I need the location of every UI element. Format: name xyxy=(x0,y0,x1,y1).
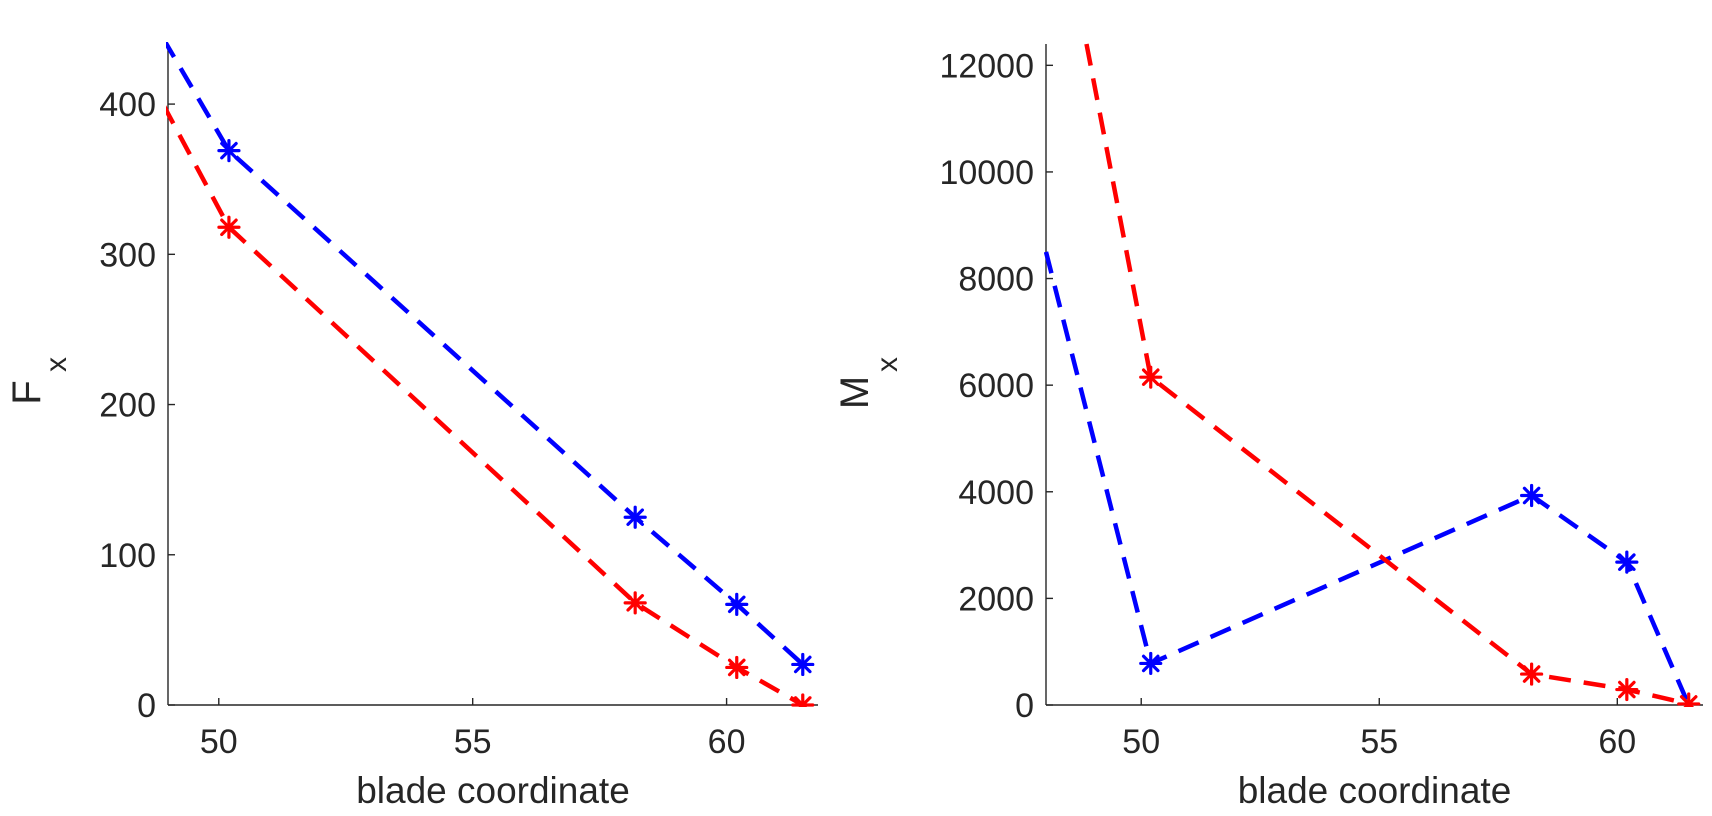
y-tick-label: 400 xyxy=(99,86,156,124)
y-tick-label: 8000 xyxy=(958,261,1034,299)
y-axis-label-subscript: x xyxy=(40,357,73,372)
data-point-blue xyxy=(1139,651,1163,676)
data-point-blue xyxy=(791,652,815,677)
y-tick-label: 200 xyxy=(99,387,156,425)
data-point-blue xyxy=(217,139,241,163)
x-tick-label: 60 xyxy=(708,723,746,761)
x-axis-label: blade coordinate xyxy=(356,770,630,811)
data-point-red xyxy=(725,655,749,680)
data-point-blue xyxy=(725,592,749,616)
y-tick-label: 12000 xyxy=(939,47,1034,85)
chart-panel-1: 50 55 60 0 100 200 300 400 blade coordinate Fx xyxy=(5,42,818,811)
x-tick-label: 55 xyxy=(1360,723,1398,761)
data-point-red xyxy=(1139,365,1163,389)
x-tick-label: 55 xyxy=(454,723,492,761)
data-point-blue xyxy=(1520,483,1544,508)
y-tick-label: 0 xyxy=(1015,687,1034,725)
y-tick-label: 100 xyxy=(99,537,156,575)
y-axis-label-subscript: x xyxy=(871,357,904,372)
data-point-red xyxy=(1677,692,1701,707)
data-point-red xyxy=(623,591,647,615)
data-point-red xyxy=(791,693,815,707)
y-tick-label: 2000 xyxy=(958,580,1034,618)
plot-area xyxy=(1044,43,1701,707)
data-point-blue xyxy=(1615,550,1639,574)
x-tick-label: 50 xyxy=(200,723,238,761)
y-tick-label: 300 xyxy=(99,236,156,274)
y-tick-label: 4000 xyxy=(958,474,1034,512)
y-tick-label: 0 xyxy=(137,687,156,725)
x-tick-label: 60 xyxy=(1598,723,1636,761)
chart-panel-2: 50 55 60 0 2000 4000 6000 8000 10000 12000 blade c… xyxy=(833,43,1703,811)
y-tick-label: 10000 xyxy=(939,154,1034,192)
y-axis-label: M xyxy=(833,376,877,409)
y-axis-label: F xyxy=(5,380,49,404)
data-point-red xyxy=(1520,662,1544,686)
data-point-blue xyxy=(623,505,647,529)
data-point-red xyxy=(217,215,241,239)
data-point-red xyxy=(1615,677,1639,702)
x-tick-label: 50 xyxy=(1122,723,1160,761)
y-tick-label: 6000 xyxy=(958,367,1034,405)
x-axis-label: blade coordinate xyxy=(1238,770,1512,811)
plot-area xyxy=(166,42,815,707)
